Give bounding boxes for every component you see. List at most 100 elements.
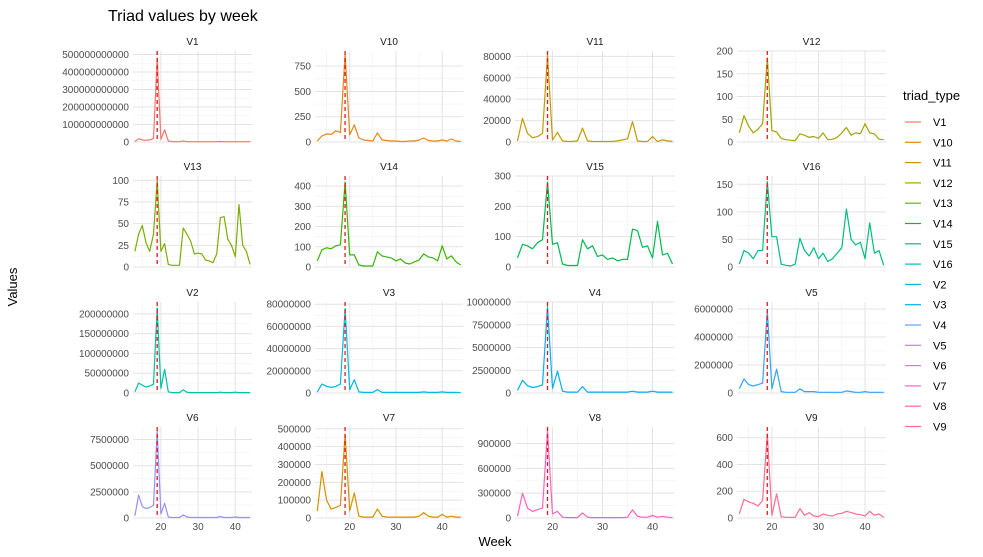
y-tick-label: 0: [123, 263, 129, 274]
y-tick-label: 0: [123, 389, 129, 400]
legend-title: triad_type: [903, 88, 960, 103]
series-line-V8: [516, 430, 673, 519]
legend-label-V4: V4: [933, 320, 946, 332]
panel-V5: V5 0 2000000 4000000 6000000: [694, 288, 886, 400]
panel-V3: V3 0 20000000 40000000 60000000 80000000: [267, 288, 463, 400]
x-tick-label: 40: [859, 522, 871, 533]
x-tick-label: 20: [547, 522, 559, 533]
y-tick-label: 25: [118, 241, 130, 252]
y-tick-label: 150: [716, 69, 733, 80]
panel-V12: V12 0 50 100 150 200: [716, 37, 886, 149]
y-tick-label: 75: [118, 198, 130, 209]
y-tick-label: 250: [294, 112, 311, 123]
x-tick-label: 40: [437, 522, 449, 533]
y-tick-label: 400000000000: [62, 68, 129, 79]
legend-label-V16: V16: [933, 259, 953, 271]
series-line-V14: [316, 181, 462, 267]
y-tick-label: 200: [494, 202, 511, 213]
panel-V4: V4 0 2500000 5000000 7500000 10000000: [467, 288, 675, 400]
series-line-V7: [316, 433, 461, 518]
y-tick-label: 40000: [483, 95, 511, 106]
y-tick-label: 7500000: [472, 320, 511, 331]
series-line-V16: [738, 180, 885, 267]
y-tick-label: 300: [294, 202, 311, 213]
y-tick-label: 100: [294, 242, 311, 253]
series-line-V9: [738, 433, 885, 518]
y-tick-label: 20000000: [267, 366, 312, 377]
facet-panels: V101000000000002000000000003000000000004…: [62, 37, 886, 533]
x-tick-label: 30: [813, 522, 825, 533]
y-tick-label: 2500000: [472, 366, 511, 377]
panel-V11: V11 0 20000 40000 60000 80000: [483, 37, 675, 149]
y-tick-label: 0: [727, 389, 733, 400]
series-line-V6: [134, 430, 251, 519]
legend-label-V10: V10: [933, 137, 953, 149]
facet-label: V7: [383, 413, 396, 424]
y-tick-label: 0: [305, 389, 311, 400]
y-tick-label: 100: [716, 207, 733, 218]
y-tick-label: 0: [123, 514, 129, 525]
panel-V8: V8 0 300000 600000 900000 20 30 40: [478, 413, 675, 533]
legend-label-V5: V5: [933, 340, 946, 352]
y-tick-label: 0: [305, 263, 311, 274]
y-tick-label: 50: [722, 235, 734, 246]
y-tick-label: 5000000: [472, 343, 511, 354]
facet-label: V6: [186, 413, 199, 424]
y-tick-label: 2000000: [694, 361, 733, 372]
y-tick-label: 400: [294, 182, 311, 193]
y-tick-label: 2500000: [90, 487, 129, 498]
panel-V13: V13 0 25 50 75 100: [112, 162, 252, 274]
panel-V14: V14 0 100 200 300 400: [294, 162, 463, 274]
facet-label: V3: [383, 288, 396, 299]
legend-label-V6: V6: [933, 361, 946, 373]
x-tick-label: 40: [230, 522, 242, 533]
y-tick-label: 0: [727, 138, 733, 149]
legend: triad_type V1 V10 V11 V12 V13 V14 V15 V16 V2 V3 V4…: [903, 88, 960, 434]
panel-V2: V2 0 50000000 100000000 150000000 200000000: [79, 288, 252, 400]
y-tick-label: 200000000: [79, 309, 129, 320]
y-tick-label: 100000: [278, 496, 312, 507]
facet-label: V11: [586, 37, 603, 48]
panel-V10: V10 0 250 500 750: [294, 37, 463, 149]
y-tick-label: 200000000000: [62, 103, 129, 114]
y-tick-label: 0: [505, 389, 511, 400]
legend-label-V11: V11: [933, 158, 952, 170]
y-tick-label: 150: [716, 180, 733, 191]
series-line-V11: [516, 54, 673, 143]
y-tick-label: 10000000: [467, 298, 512, 309]
y-tick-label: 200: [716, 47, 733, 58]
x-tick-label: 30: [193, 522, 205, 533]
y-tick-label: 40000000: [267, 344, 312, 355]
y-tick-label: 400000: [278, 442, 312, 453]
y-tick-label: 5000000: [90, 461, 129, 472]
series-line-V2: [134, 307, 251, 394]
panel-V7: V7 0 100000 200000 300000 400000 500000 20 30 40: [278, 413, 463, 533]
y-tick-label: 80000000: [267, 300, 312, 311]
x-tick-label: 40: [647, 522, 659, 533]
y-tick-label: 200: [716, 487, 733, 498]
x-tick-label: 30: [390, 522, 402, 533]
y-tick-label: 50000000: [85, 369, 130, 380]
series-line-V1: [134, 57, 251, 143]
y-tick-label: 400: [716, 460, 733, 471]
facet-label: V12: [803, 37, 821, 48]
facet-label: V15: [586, 162, 604, 173]
legend-label-V2: V2: [933, 279, 946, 291]
facet-label: V2: [186, 288, 199, 299]
panel-V15: V15 0 100 200 300: [494, 162, 675, 274]
y-tick-label: 200: [294, 222, 311, 233]
facet-label: V16: [803, 162, 821, 173]
series-line-V12: [738, 57, 884, 142]
legend-label-V13: V13: [933, 198, 953, 210]
y-tick-label: 0: [727, 263, 733, 274]
y-tick-label: 200000: [278, 478, 312, 489]
y-tick-label: 100: [112, 176, 129, 187]
facet-label: V8: [589, 413, 602, 424]
x-tick-label: 30: [597, 522, 609, 533]
legend-label-V8: V8: [933, 401, 946, 413]
panel-V6: V6 0 2500000 5000000 7500000 20 30 40: [90, 413, 252, 533]
x-tick-label: 20: [155, 522, 167, 533]
y-tick-label: 600000: [478, 464, 512, 475]
y-tick-label: 0: [123, 138, 129, 149]
y-tick-label: 50: [722, 115, 734, 126]
